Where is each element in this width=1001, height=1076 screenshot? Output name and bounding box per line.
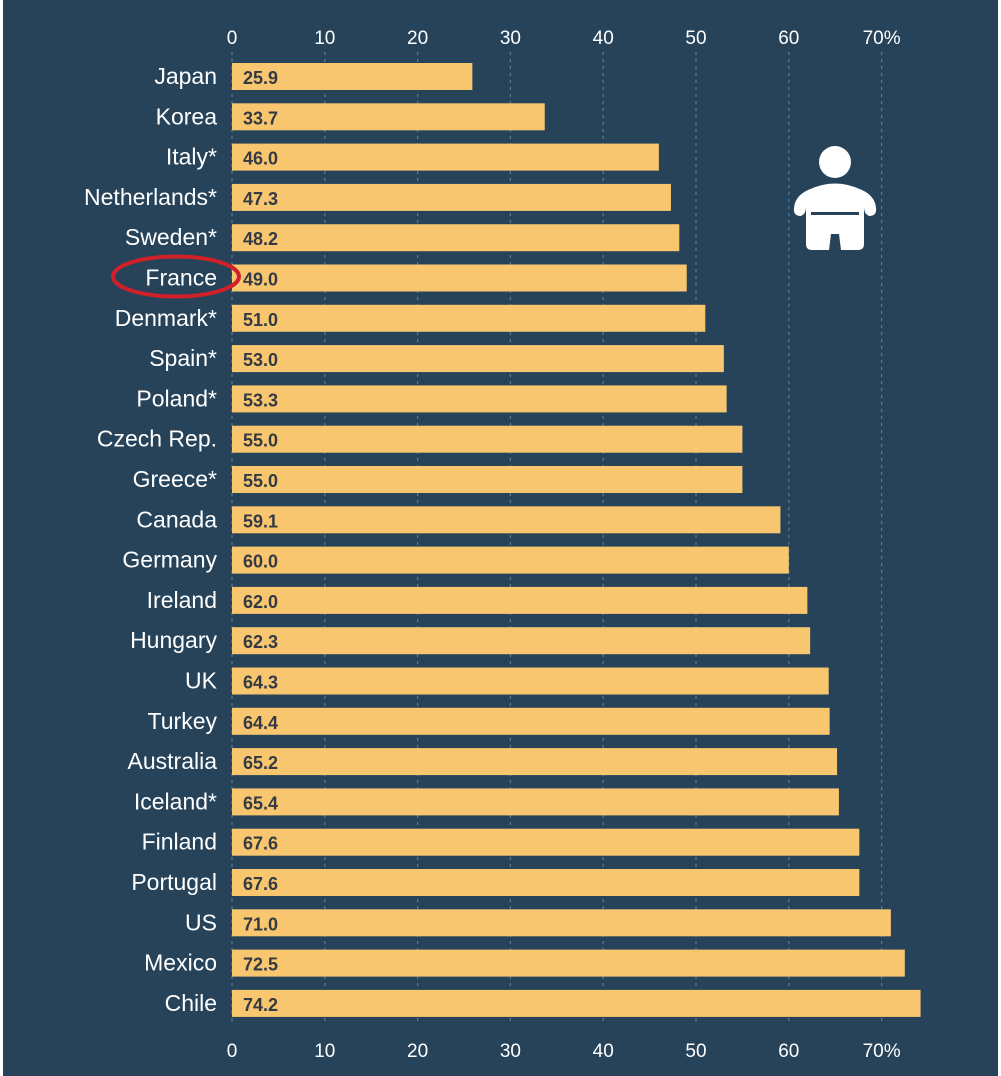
bar-denmark [232,304,706,332]
value-uk: 64.3 [243,673,278,693]
label-uk: UK [185,668,218,694]
grid-lines [231,52,883,1022]
label-australia: Australia [128,748,218,774]
value-spain: 53.0 [243,350,278,370]
x-tick-top-30: 30 [500,28,521,49]
x-axis-top: 0 10 20 30 40 50 60 70% [227,28,901,49]
value-chile: 74.2 [243,995,278,1015]
label-turkey: Turkey [148,708,218,734]
bar-us [232,909,891,937]
x-tick-top-10: 10 [314,28,335,49]
value-sweden: 48.2 [243,229,278,249]
x-tick-top-20: 20 [407,28,428,49]
bar-france [232,264,687,292]
label-france: France [145,265,217,291]
label-ireland: Ireland [147,587,217,613]
x-tick-bottom-60: 60 [778,1041,799,1062]
bar-poland [232,385,727,413]
france-highlight-ring [111,254,241,299]
x-tick-bottom-10: 10 [314,1041,335,1062]
label-iceland: Iceland* [134,788,217,814]
value-germany: 60.0 [243,552,278,572]
label-portugal: Portugal [131,869,217,895]
label-italy: Italy* [166,144,217,170]
label-korea: Korea [156,103,218,129]
label-hungary: Hungary [130,627,217,653]
value-finland: 67.6 [243,834,278,854]
value-hungary: 62.3 [243,632,278,652]
x-tick-top-70: 70% [863,28,901,49]
value-ireland: 62.0 [243,592,278,612]
chart-panel: Japan Korea Italy* Netherlands* Sweden* Franc… [3,0,998,1076]
bar-czech-rep [232,425,743,453]
value-mexico: 72.5 [243,955,278,975]
bar-iceland [232,788,839,816]
bar-japan [232,63,473,90]
x-tick-bottom-0: 0 [227,1041,238,1062]
value-iceland: 65.4 [243,793,278,813]
label-canada: Canada [136,506,217,532]
x-axis-bottom: 0 10 20 30 40 50 60 70% [227,1041,901,1062]
x-tick-bottom-40: 40 [593,1041,614,1062]
value-japan: 25.9 [243,68,278,88]
bar-uk [232,667,829,695]
x-tick-bottom-50: 50 [685,1041,706,1062]
label-netherlands: Netherlands* [84,184,217,210]
label-japan: Japan [154,63,217,89]
x-tick-top-50: 50 [685,28,706,49]
value-czech-rep: 55.0 [243,431,278,451]
x-tick-bottom-20: 20 [407,1041,428,1062]
value-denmark: 51.0 [243,310,278,330]
x-tick-top-0: 0 [227,28,238,49]
x-tick-bottom-30: 30 [500,1041,521,1062]
x-tick-bottom-70: 70% [863,1041,901,1062]
bar-ireland [232,586,808,614]
bar-netherlands [232,183,671,211]
bar-portugal [232,869,860,896]
category-labels: Japan Korea Italy* Netherlands* Sweden* Franc… [84,63,218,1016]
value-greece: 55.0 [243,471,278,491]
label-poland: Poland* [136,385,217,411]
bar-australia [232,748,838,776]
label-us: US [185,909,217,935]
value-france: 49.0 [243,270,278,290]
bar-sweden [232,224,680,252]
value-turkey: 64.4 [243,713,278,733]
value-australia: 65.2 [243,753,278,773]
label-finland: Finland [142,829,217,855]
value-labels: 25.9 33.7 46.0 47.3 48.2 49.0 51.0 53.0 53.3 55.0… [243,68,278,1015]
bar-turkey [232,707,830,735]
value-portugal: 67.6 [243,874,278,894]
bar-greece [232,466,743,493]
bar-italy [232,143,659,171]
label-germany: Germany [122,547,217,573]
bar-chile [232,989,921,1017]
bar-finland [232,828,860,856]
bar-spain [232,345,724,373]
bar-mexico [232,949,905,977]
bar-hungary [232,627,811,655]
label-greece: Greece* [133,466,217,492]
label-czech-rep: Czech Rep. [97,426,217,452]
label-mexico: Mexico [144,950,217,976]
label-denmark: Denmark* [115,305,217,331]
bar-germany [232,546,789,574]
bar-chart: Japan Korea Italy* Netherlands* Sweden* Franc… [84,28,921,1062]
value-us: 71.0 [243,914,278,934]
value-italy: 46.0 [243,149,278,169]
bars [232,63,921,1017]
x-tick-top-40: 40 [593,28,614,49]
label-spain: Spain* [149,345,217,371]
label-sweden: Sweden* [125,224,217,250]
value-poland: 53.3 [243,390,278,410]
bar-korea [232,103,545,131]
x-tick-top-60: 60 [778,28,799,49]
value-korea: 33.7 [243,108,278,128]
value-netherlands: 47.3 [243,189,278,209]
value-canada: 59.1 [243,511,278,531]
bar-canada [232,506,781,534]
obese-person-icon [793,146,877,250]
label-chile: Chile [165,990,217,1016]
